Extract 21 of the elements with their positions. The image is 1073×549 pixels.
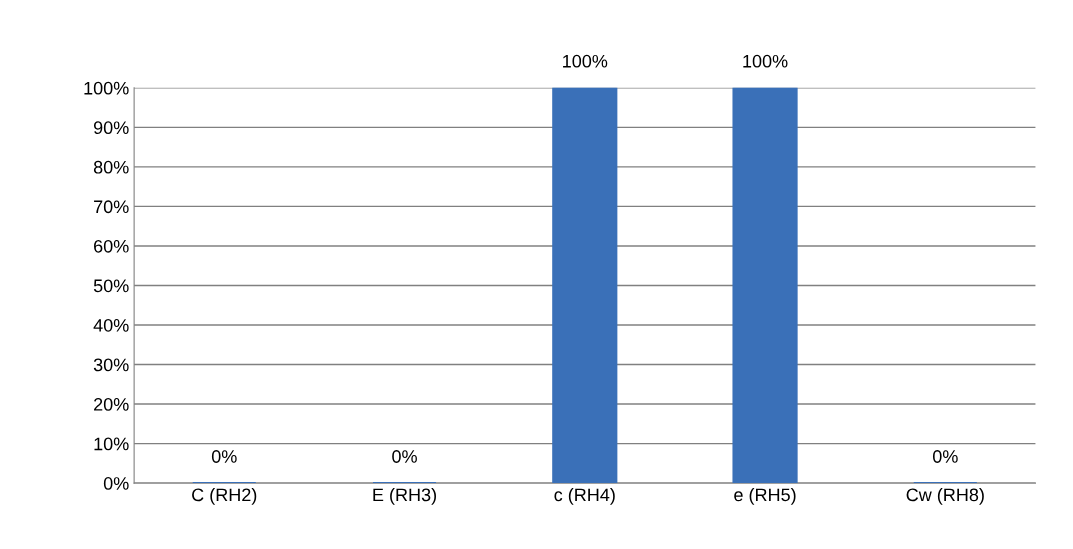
x-tick-label: Cw (RH8) — [906, 487, 984, 505]
y-tick-label: 40% — [93, 318, 129, 332]
data-label: 0% — [392, 450, 417, 463]
y-tick-label: 90% — [93, 121, 129, 135]
y-tick-label: 60% — [94, 239, 129, 253]
x-tick-label: c (RH4) — [554, 487, 615, 505]
y-tick-label: 100% — [84, 81, 129, 95]
y-tick-label: 30% — [93, 358, 129, 372]
x-tick-label: e (RH5) — [734, 487, 796, 505]
data-label: 100% — [743, 54, 788, 68]
y-tick-label: 0% — [103, 477, 129, 490]
y-tick-label: 20% — [94, 398, 129, 411]
x-tick-label: E (RH3) — [373, 487, 436, 505]
y-tick-label: 50% — [93, 279, 129, 293]
data-label: 0% — [932, 450, 958, 463]
y-tick-label: 10% — [94, 437, 129, 451]
y-tick-label: 70% — [94, 200, 129, 214]
y-tick-label: 80% — [93, 160, 129, 174]
data-label: 100% — [563, 54, 608, 68]
x-tick-label: C (RH2) — [192, 487, 257, 505]
data-label: 0% — [211, 450, 237, 463]
